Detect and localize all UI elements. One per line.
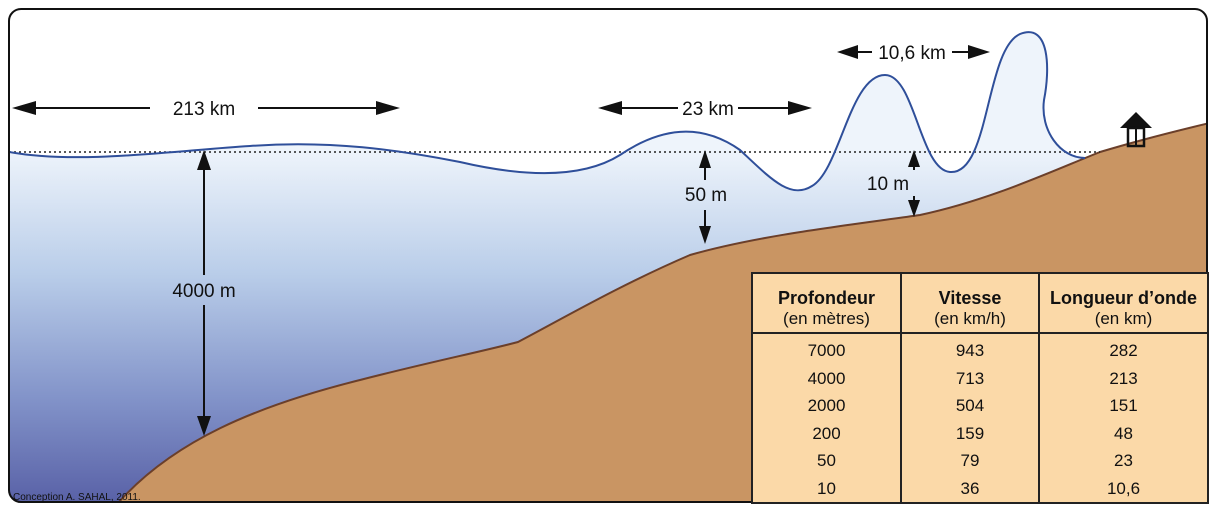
table-cell: 50	[817, 451, 836, 471]
table-cell: 200	[812, 423, 841, 443]
table-cell: 48	[1038, 419, 1207, 447]
speed-table: Profondeur Vitesse Longueur d’onde (en m…	[751, 272, 1209, 504]
wavelength-deep-label: 213 km	[173, 99, 235, 120]
depth-deep-label: 4000 m	[172, 281, 235, 302]
house-icon	[1120, 112, 1152, 148]
wavelength-mid-arrow	[598, 101, 812, 115]
depth-shallow-arrow	[908, 150, 920, 217]
wavelength-mid-label: 23 km	[682, 99, 734, 120]
diagram-frame	[8, 8, 1208, 503]
table-cell: 23	[1038, 446, 1207, 475]
table-row: 4000 713 213	[753, 364, 1207, 392]
table-cell: 4000	[807, 368, 846, 388]
table-row: 2000 504 151	[753, 391, 1207, 420]
table-unit-wavelength: (en km)	[1038, 308, 1207, 334]
table-units-row: (en mètres) (en km/h) (en km)	[753, 308, 1207, 334]
table-cell: 151	[1038, 391, 1207, 420]
table-cell: 7000	[807, 340, 846, 360]
table-row: 50 79 23	[753, 446, 1207, 475]
table-header-depth: Profondeur	[778, 288, 875, 308]
wavelength-shallow-label: 10,6 km	[878, 43, 946, 64]
depth-shallow-label: 10 m	[867, 174, 909, 195]
credit-text: Conception A. SAHAL, 2011.	[13, 492, 141, 503]
table-cell: 713	[900, 364, 1039, 392]
depth-mid-arrow	[699, 150, 711, 244]
table-unit-depth: (en mètres)	[753, 308, 901, 334]
table-row: 10 36 10,6	[753, 474, 1207, 502]
table-cell: 213	[1038, 364, 1207, 392]
table-cell: 159	[900, 419, 1039, 447]
table-unit-speed: (en km/h)	[900, 308, 1039, 334]
table-cell: 79	[900, 446, 1039, 475]
table-header-wavelength: Longueur d’onde	[1038, 274, 1207, 308]
table-cell: 10,6	[1038, 474, 1207, 502]
wave-profile	[9, 31, 1086, 192]
table-cell: 10	[817, 478, 836, 498]
table-row: 200 159 48	[753, 419, 1207, 447]
depth-mid-label: 50 m	[685, 185, 727, 206]
wavelength-deep-arrow	[12, 101, 400, 115]
table-cell: 2000	[807, 396, 846, 416]
table-cell: 36	[900, 474, 1039, 502]
wavelength-shallow-arrow	[837, 45, 990, 59]
depth-deep-arrow	[197, 150, 211, 436]
table-cell: 943	[900, 333, 1039, 365]
table-cell: 282	[1038, 333, 1207, 365]
table-header-row: Profondeur Vitesse Longueur d’onde	[753, 274, 1207, 308]
table-cell: 504	[900, 391, 1039, 420]
table-row: 7000 943 282	[753, 333, 1207, 365]
table-header-speed: Vitesse	[900, 274, 1039, 308]
